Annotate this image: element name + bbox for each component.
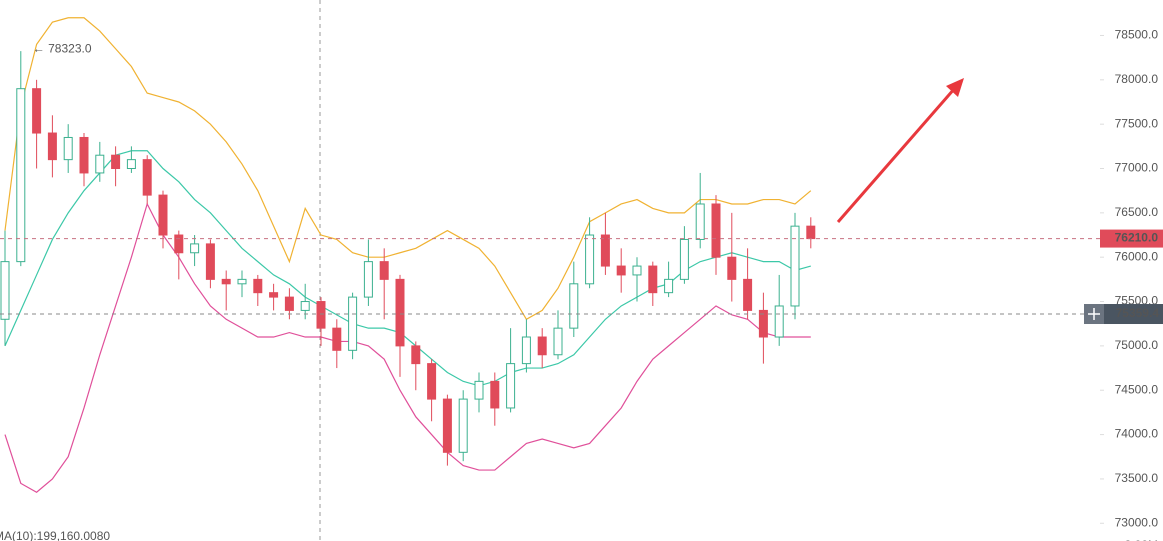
- candle-body: [411, 345, 421, 365]
- trend-arrow: [836, 78, 964, 223]
- candle-body: [695, 203, 705, 240]
- candle-body: [458, 398, 468, 453]
- candle-body: [474, 380, 484, 400]
- candle-body: [47, 132, 57, 161]
- candle-body: [126, 159, 136, 170]
- last-price-box: [1100, 229, 1163, 248]
- candle-body: [379, 261, 389, 280]
- candle-body: [190, 243, 200, 254]
- candle-body: [585, 234, 595, 285]
- candle-body: [664, 278, 674, 294]
- indicator-label: MA(10):199,160.0080: [0, 529, 110, 541]
- crosshair-price-label: 75359.4: [1116, 306, 1160, 320]
- candle-body: [142, 159, 152, 196]
- candle-body: [506, 363, 516, 409]
- y-tick-label: 76500.0: [1115, 205, 1159, 219]
- candle-body: [727, 256, 737, 280]
- y-tick-label: 74000.0: [1115, 427, 1159, 441]
- candle-body: [632, 265, 642, 276]
- candle-body: [790, 225, 800, 307]
- candle-body: [711, 203, 721, 258]
- candle-body: [284, 296, 294, 311]
- volume-label: 3.00M: [1125, 538, 1158, 541]
- candle-body: [332, 327, 342, 351]
- candle-body: [648, 265, 658, 294]
- band-line: [4, 202, 811, 493]
- candle-body: [63, 136, 73, 161]
- candle-body: [537, 336, 547, 356]
- candle-body: [269, 292, 279, 298]
- candle-body: [0, 261, 10, 320]
- y-tick-label: 77500.0: [1115, 116, 1159, 130]
- y-tick-label: 74500.0: [1115, 382, 1159, 396]
- candle-body: [316, 301, 326, 329]
- candle-body: [111, 154, 121, 170]
- candle-body: [427, 363, 437, 400]
- candle-body: [221, 278, 231, 285]
- y-tick-label: 78500.0: [1115, 28, 1159, 42]
- candle-body: [253, 278, 263, 294]
- candle-body: [616, 265, 626, 276]
- peak-label: ← 78323.0: [33, 41, 92, 55]
- candle-body: [743, 278, 753, 311]
- candle-body: [16, 88, 26, 263]
- candle-body: [758, 309, 768, 338]
- candle-body: [569, 283, 579, 329]
- candle-body: [348, 296, 358, 351]
- candle-body: [679, 238, 689, 280]
- y-tick-label: 77000.0: [1115, 161, 1159, 175]
- crosshair-plus-icon: [1088, 308, 1100, 321]
- candle-body: [600, 234, 610, 267]
- y-tick-label: 73500.0: [1115, 471, 1159, 485]
- candle-body: [158, 194, 168, 236]
- candle-body: [490, 380, 500, 409]
- candle-body: [363, 261, 373, 298]
- y-tick-label: 78000.0: [1115, 72, 1159, 86]
- band-line: [4, 17, 812, 321]
- candle-body: [774, 305, 784, 338]
- candle-body: [205, 243, 215, 280]
- candle-body: [79, 136, 89, 174]
- candle-body: [32, 88, 42, 134]
- last-price-label: 76210.0: [1115, 231, 1159, 245]
- candle-body: [806, 225, 816, 240]
- candle-body: [553, 327, 563, 356]
- y-tick-label: 76000.0: [1115, 249, 1159, 263]
- candle-body: [442, 398, 452, 453]
- crosshair-price-box: [1104, 304, 1163, 325]
- y-tick-label: 73000.0: [1115, 515, 1159, 529]
- candle-body: [300, 301, 310, 311]
- candle-body: [95, 154, 105, 174]
- candle-body: [521, 336, 531, 365]
- candle-body: [395, 278, 405, 347]
- band-line: [4, 150, 811, 387]
- candle-body: [237, 278, 247, 285]
- y-tick-label: 75000.0: [1115, 338, 1159, 352]
- candle-body: [174, 234, 184, 254]
